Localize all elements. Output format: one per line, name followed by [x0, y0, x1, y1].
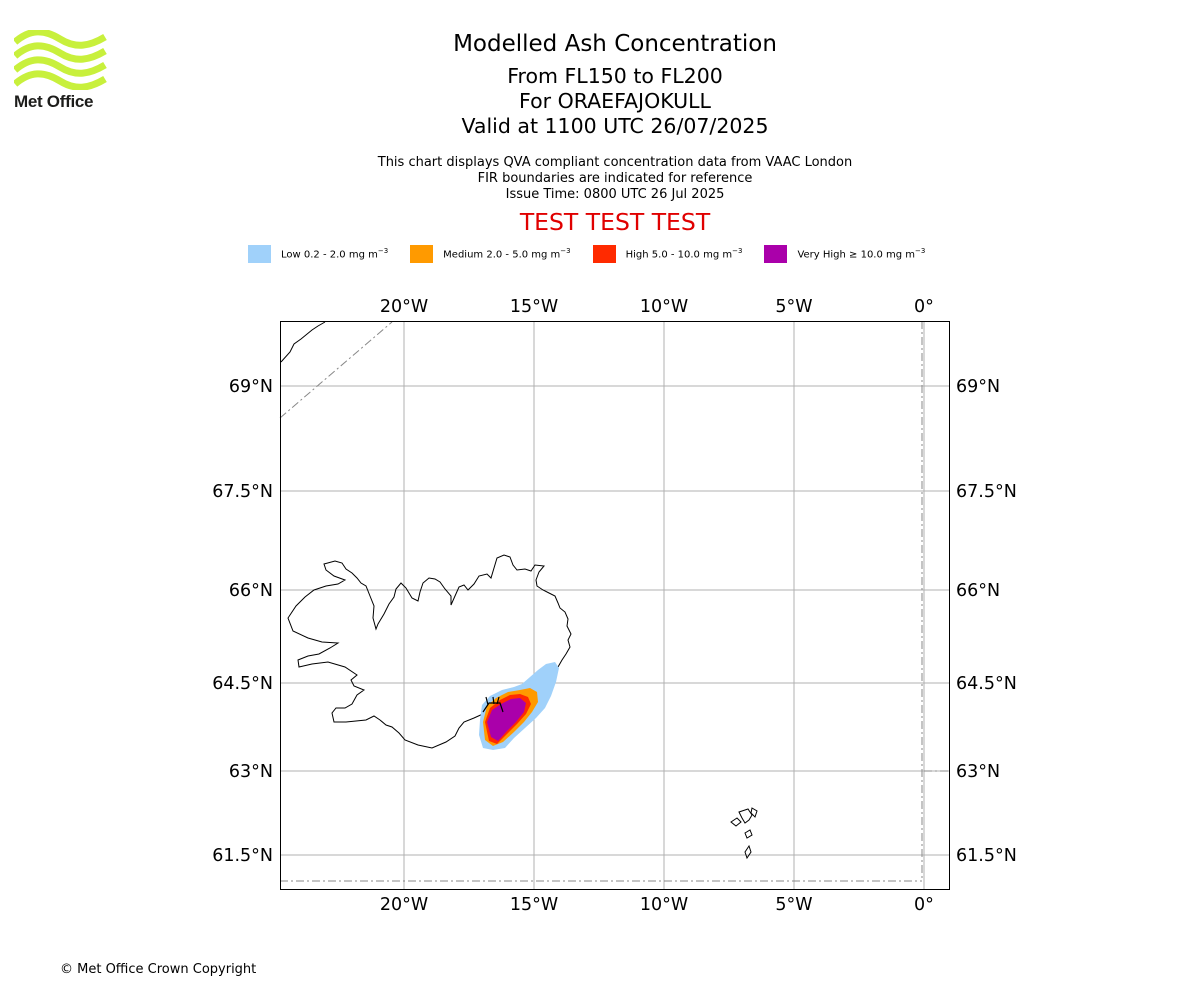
legend-item-low: Low 0.2 - 2.0 mg m−3: [248, 245, 388, 263]
ash-map: 20°W 15°W 10°W 5°W 0° 20°W 15°W 10°W 5°W…: [212, 297, 1017, 915]
chart-title: Modelled Ash Concentration: [453, 31, 777, 57]
copyright-notice: © Met Office Crown Copyright: [60, 962, 257, 977]
map-gridlines: [280, 321, 950, 889]
legend-item-very-high: Very High ≥ 10.0 mg m−3: [764, 245, 925, 263]
faroe-islands: [730, 807, 758, 860]
legend: Low 0.2 - 2.0 mg m−3 Medium 2.0 - 5.0 mg…: [248, 243, 947, 265]
lon-label-top-15w: 15°W: [510, 297, 558, 317]
issue-time: Issue Time: 0800 UTC 26 Jul 2025: [505, 187, 725, 202]
lat-label-right-66n: 66°N: [956, 581, 1000, 601]
valid-time: Valid at 1100 UTC 26/07/2025: [461, 114, 769, 138]
info-line-1: This chart displays QVA compliant concen…: [377, 155, 853, 170]
lat-label-right-63n: 63°N: [956, 762, 1000, 782]
logo-text: Met Office: [14, 92, 94, 111]
lat-label-right-61-5n: 61.5°N: [956, 846, 1017, 866]
lat-label-left-63n: 63°N: [229, 762, 273, 782]
ash-very-high-contour: [487, 698, 526, 741]
lon-label-top-5w: 5°W: [775, 297, 812, 317]
lat-label-left-66n: 66°N: [229, 581, 273, 601]
legend-label-high: High 5.0 - 10.0 mg m−3: [625, 247, 743, 261]
legend-item-medium: Medium 2.0 - 5.0 mg m−3: [410, 245, 571, 263]
legend-swatch-medium: [410, 245, 434, 263]
met-office-logo: Met Office: [12, 28, 109, 112]
lat-labels-right: 69°N 67.5°N 66°N 64.5°N 63°N 61.5°N: [956, 377, 1017, 866]
lon-label-top-0: 0°: [914, 297, 934, 317]
lat-label-left-61-5n: 61.5°N: [212, 846, 273, 866]
lat-label-right-67-5n: 67.5°N: [956, 482, 1017, 502]
legend-swatch-low: [248, 245, 271, 263]
fir-boundaries: [279, 321, 950, 882]
info-line-2: FIR boundaries are indicated for referen…: [477, 171, 753, 186]
flight-level-range: From FL150 to FL200: [507, 64, 723, 88]
lat-labels-left: 69°N 67.5°N 66°N 64.5°N 63°N 61.5°N: [212, 377, 273, 866]
lon-label-top-20w: 20°W: [380, 297, 428, 317]
fir-vaac-marker: [482, 696, 504, 713]
lon-label-bottom-10w: 10°W: [640, 895, 688, 915]
wave-logo-icon: [12, 28, 107, 91]
legend-swatch-very-high: [764, 245, 788, 263]
legend-label-very-high: Very High ≥ 10.0 mg m−3: [797, 247, 926, 261]
test-banner: TEST TEST TEST: [519, 208, 711, 236]
lon-label-bottom-0: 0°: [914, 895, 934, 915]
lon-label-bottom-5w: 5°W: [775, 895, 812, 915]
greenland-coastline: [280, 321, 326, 363]
lat-label-left-64-5n: 64.5°N: [212, 674, 273, 694]
legend-label-medium: Medium 2.0 - 5.0 mg m−3: [443, 247, 571, 261]
map-frame: [280, 321, 950, 890]
lat-label-left-69n: 69°N: [229, 377, 273, 397]
lon-labels-bottom: 20°W 15°W 10°W 5°W 0°: [380, 895, 934, 915]
lat-label-right-64-5n: 64.5°N: [956, 674, 1017, 694]
legend-swatch-high: [592, 245, 616, 263]
lon-label-bottom-20w: 20°W: [380, 895, 428, 915]
lon-label-bottom-15w: 15°W: [510, 895, 558, 915]
volcano-name: For ORAEFAJOKULL: [519, 89, 711, 113]
iceland-coastline: [287, 554, 572, 749]
chart-header: Modelled Ash Concentration From FL150 to…: [300, 30, 930, 236]
lon-label-top-10w: 10°W: [640, 297, 688, 317]
lat-label-right-69n: 69°N: [956, 377, 1000, 397]
ash-plume: [479, 662, 559, 750]
legend-item-high: High 5.0 - 10.0 mg m−3: [592, 245, 743, 263]
fir-boundary-nw: [279, 321, 393, 419]
lat-label-left-67-5n: 67.5°N: [212, 482, 273, 502]
lon-labels-top: 20°W 15°W 10°W 5°W 0°: [380, 297, 934, 317]
legend-label-low: Low 0.2 - 2.0 mg m−3: [281, 247, 389, 261]
